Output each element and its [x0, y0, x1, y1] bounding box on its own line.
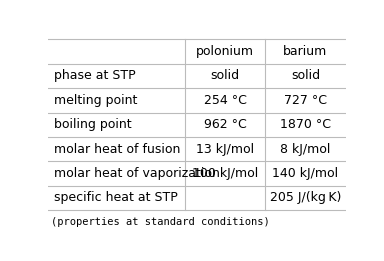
Text: molar heat of vaporization: molar heat of vaporization [54, 167, 220, 180]
Text: 727 °C: 727 °C [284, 94, 327, 107]
Text: polonium: polonium [196, 45, 254, 58]
Text: molar heat of fusion: molar heat of fusion [54, 143, 180, 156]
Text: 962 °C: 962 °C [204, 118, 247, 131]
Text: 205 J/(kg K): 205 J/(kg K) [270, 192, 341, 204]
Text: barium: barium [283, 45, 328, 58]
Text: solid: solid [291, 69, 320, 82]
Text: 140 kJ/mol: 140 kJ/mol [272, 167, 338, 180]
Text: phase at STP: phase at STP [54, 69, 136, 82]
Text: 254 °C: 254 °C [204, 94, 247, 107]
Text: specific heat at STP: specific heat at STP [54, 192, 178, 204]
Text: boiling point: boiling point [54, 118, 132, 131]
Text: 13 kJ/mol: 13 kJ/mol [196, 143, 254, 156]
Text: solid: solid [210, 69, 240, 82]
Text: melting point: melting point [54, 94, 137, 107]
Text: 1870 °C: 1870 °C [280, 118, 331, 131]
Text: (properties at standard conditions): (properties at standard conditions) [51, 217, 270, 227]
Text: 100 kJ/mol: 100 kJ/mol [192, 167, 258, 180]
Text: 8 kJ/mol: 8 kJ/mol [280, 143, 331, 156]
